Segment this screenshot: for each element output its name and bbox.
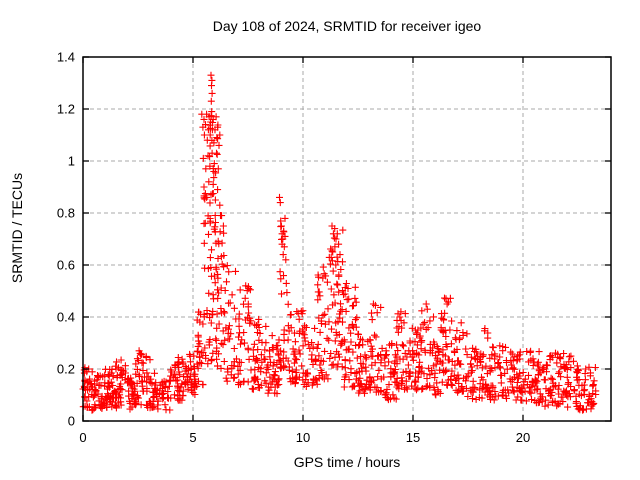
- x-tick-label: 10: [296, 430, 310, 445]
- y-tick-label: 0.4: [57, 310, 75, 325]
- x-tick-label: 20: [516, 430, 530, 445]
- x-tick-labels: 0 5 10 15 20: [79, 430, 530, 445]
- axis-ticks: [82, 56, 611, 422]
- y-tick-label: 1.2: [57, 102, 75, 117]
- y-tick-labels: 0 0.2 0.4 0.6 0.8 1 1.2 1.4: [57, 50, 75, 429]
- y-axis-label: SRMTID / TECUs: [9, 173, 25, 283]
- scatter-points: [79, 71, 600, 414]
- chart-title: Day 108 of 2024, SRMTID for receiver ige…: [213, 18, 482, 34]
- y-tick-label: 0.6: [57, 258, 75, 273]
- y-tick-label: 1.4: [57, 50, 75, 65]
- y-tick-label: 0.8: [57, 206, 75, 221]
- scatter-points-layer: [79, 71, 600, 414]
- x-tick-label: 0: [79, 430, 86, 445]
- y-tick-label: 0.2: [57, 362, 75, 377]
- y-tick-label: 0: [68, 414, 75, 429]
- x-tick-label: 15: [406, 430, 420, 445]
- y-tick-label: 1: [68, 154, 75, 169]
- x-axis-label: GPS time / hours: [294, 454, 401, 470]
- x-tick-label: 5: [189, 430, 196, 445]
- plot-border: [82, 56, 612, 422]
- grid-lines: [83, 57, 611, 421]
